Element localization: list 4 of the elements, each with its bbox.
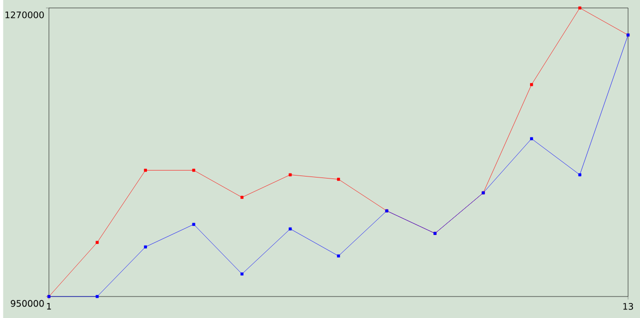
y-tick-label: 950000 [10, 300, 44, 307]
x-tick-label: 13 [623, 302, 634, 310]
x-tick-label: 1 [47, 302, 51, 310]
y-tick-label: 1270000 [6, 11, 44, 18]
